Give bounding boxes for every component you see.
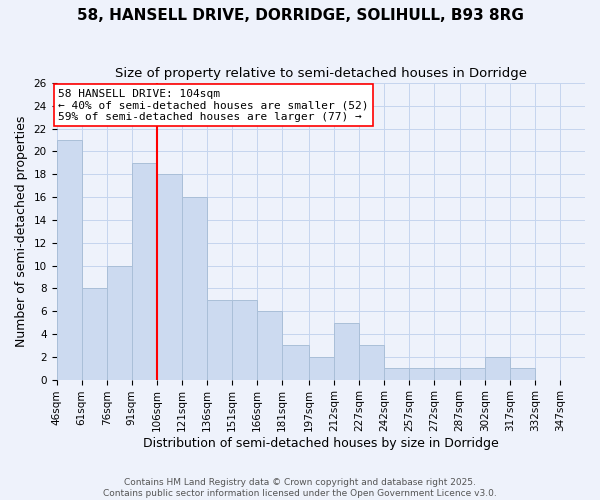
Text: 58 HANSELL DRIVE: 104sqm
← 40% of semi-detached houses are smaller (52)
59% of s: 58 HANSELL DRIVE: 104sqm ← 40% of semi-d… <box>58 89 369 122</box>
Bar <box>510 368 535 380</box>
Bar <box>157 174 182 380</box>
Bar <box>232 300 257 380</box>
Bar <box>107 266 132 380</box>
Bar <box>385 368 409 380</box>
Bar <box>132 163 157 380</box>
Bar <box>257 311 282 380</box>
Bar <box>82 288 107 380</box>
Text: 58, HANSELL DRIVE, DORRIDGE, SOLIHULL, B93 8RG: 58, HANSELL DRIVE, DORRIDGE, SOLIHULL, B… <box>77 8 523 22</box>
Bar <box>485 357 510 380</box>
X-axis label: Distribution of semi-detached houses by size in Dorridge: Distribution of semi-detached houses by … <box>143 437 499 450</box>
Bar <box>182 197 207 380</box>
Bar <box>334 322 359 380</box>
Text: Contains HM Land Registry data © Crown copyright and database right 2025.
Contai: Contains HM Land Registry data © Crown c… <box>103 478 497 498</box>
Bar <box>409 368 434 380</box>
Title: Size of property relative to semi-detached houses in Dorridge: Size of property relative to semi-detach… <box>115 68 527 80</box>
Y-axis label: Number of semi-detached properties: Number of semi-detached properties <box>15 116 28 347</box>
Bar <box>56 140 82 380</box>
Bar <box>309 357 334 380</box>
Bar <box>460 368 485 380</box>
Bar <box>282 346 309 380</box>
Bar <box>207 300 232 380</box>
Bar <box>359 346 385 380</box>
Bar <box>434 368 460 380</box>
